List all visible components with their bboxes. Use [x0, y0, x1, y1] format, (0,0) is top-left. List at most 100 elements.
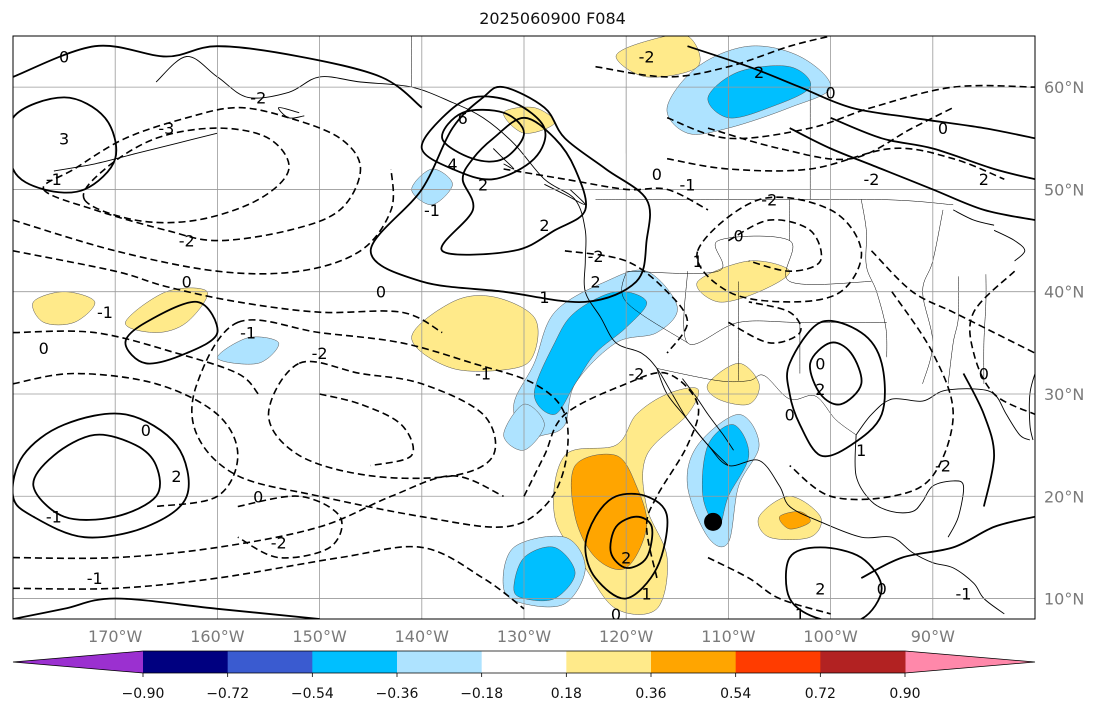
coastline: [492, 148, 515, 170]
contour-label: -1: [46, 508, 62, 527]
dashed-contour: [789, 291, 955, 501]
contour-label: 0: [938, 119, 948, 138]
solid-contour: [32, 433, 161, 521]
dashed-contour: [42, 106, 362, 242]
contour-label: 0: [182, 272, 192, 291]
contour-label: 3: [59, 129, 69, 148]
dashed-contour: [13, 474, 504, 560]
contour-label: 0: [734, 226, 744, 245]
border-line: [626, 235, 872, 285]
contour-label: -2: [864, 170, 880, 189]
dashed-contour: [728, 301, 802, 344]
lat-tick-label: 50°N: [1044, 180, 1084, 199]
dashed-contour: [666, 147, 1005, 180]
dashed-contour: [319, 393, 415, 467]
contour-label: 1: [642, 584, 652, 603]
contour-label: -2: [935, 457, 951, 476]
lat-tick-label: 10°N: [1044, 590, 1084, 609]
border-line: [595, 198, 954, 206]
solid-contour: [789, 127, 1035, 221]
dashed-contour: [13, 372, 239, 508]
solid-contour: [369, 85, 651, 304]
shaded-area: [533, 291, 647, 415]
contour-label-layer: 03-1-2-3642-12210-20-10-1-2-102-10-2-10-…: [39, 47, 989, 624]
contour-label: -1: [240, 324, 256, 343]
solid-contour: [687, 45, 1035, 140]
colorbar-segment: [312, 651, 398, 673]
contour-label: -2: [628, 365, 644, 384]
shaded-area: [778, 511, 811, 530]
shaded-area: [411, 295, 539, 372]
solid-contour: [420, 95, 547, 181]
lon-tick-label: 150°W: [292, 627, 347, 646]
border-line: [861, 199, 888, 358]
lon-tick-label: 110°W: [701, 627, 756, 646]
contour-label: -2: [271, 533, 287, 552]
contour-label: 1: [795, 605, 805, 624]
contour-label: 0: [785, 405, 795, 424]
contour-label: 0: [253, 487, 263, 506]
contour-label: -1: [680, 175, 696, 194]
lat-tick-labels: 60°N 50°N 40°N 30°N 20°N 10°N: [1044, 78, 1084, 608]
dashed-contour: [696, 196, 863, 303]
lon-tick-labels: 170°W 160°W 150°W 140°W 130°W 120°W 110°W 100°W…: [88, 627, 955, 646]
dashed-contour: [13, 330, 259, 395]
contour-label: 2: [815, 380, 825, 399]
contour-label: -1: [46, 170, 62, 189]
contour-label: 1: [856, 441, 866, 460]
contour-label: 2: [590, 272, 600, 291]
contour-label: 1: [693, 252, 703, 271]
contour-label: 0: [815, 354, 825, 373]
colorbar-segment: [397, 651, 483, 673]
solid-contour: [440, 116, 587, 256]
contour-layer: [13, 36, 1035, 619]
contour-label: -3: [158, 119, 174, 138]
dashed-contour: [237, 495, 343, 559]
colorbar-tick-label: 0.18: [551, 686, 582, 702]
lon-tick-label: 140°W: [395, 627, 450, 646]
dashed-contour: [666, 84, 1035, 140]
colorbar-segment: [651, 651, 737, 673]
coastline: [155, 56, 1005, 615]
map-frame: [12, 35, 1036, 620]
solid-contour: [860, 515, 1035, 579]
border-line: [656, 368, 857, 436]
dashed-contour: [82, 127, 290, 224]
dashed-contour: [595, 36, 831, 78]
dashed-contour: [13, 168, 395, 275]
plot-area: 03-1-2-3642-12210-20-10-1-2-102-10-2-10-…: [13, 36, 1035, 624]
contour-label: 0: [39, 339, 49, 358]
marker-layer: [704, 512, 723, 531]
lon-tick-label: 100°W: [803, 627, 858, 646]
colorbar-extend-low: [13, 651, 143, 673]
lon-tick-label: 130°W: [497, 627, 552, 646]
contour-label: 4: [447, 155, 457, 174]
border-line: [983, 274, 987, 384]
solid-contour: [830, 116, 1035, 181]
contour-label: -1: [955, 584, 971, 603]
coastline: [993, 229, 1026, 262]
solid-contour: [13, 44, 423, 109]
colorbar-tick-label: −0.72: [206, 686, 249, 702]
dashed-contour: [503, 168, 709, 211]
coastline: [952, 209, 995, 226]
contour-label: 0: [877, 579, 887, 598]
dashed-contour: [870, 250, 1035, 354]
solid-contour: [584, 492, 669, 600]
location-marker: [704, 512, 723, 531]
colorbar-segment: [227, 651, 313, 673]
coastline: [682, 378, 734, 451]
coastline: [544, 183, 586, 206]
coastline: [656, 368, 729, 466]
lon-tick-label: 160°W: [190, 627, 245, 646]
contour-label: 0: [826, 83, 836, 102]
dashed-contour: [267, 360, 497, 480]
contour-label: 2: [621, 549, 631, 568]
dashed-contour: [707, 556, 831, 615]
contour-label: -1: [424, 201, 440, 220]
colorbar-tick-label: −0.90: [122, 686, 165, 702]
coastline: [1028, 373, 1035, 441]
contour-label: 0: [59, 47, 69, 66]
colorbar-tick-label: 0.90: [889, 686, 920, 702]
